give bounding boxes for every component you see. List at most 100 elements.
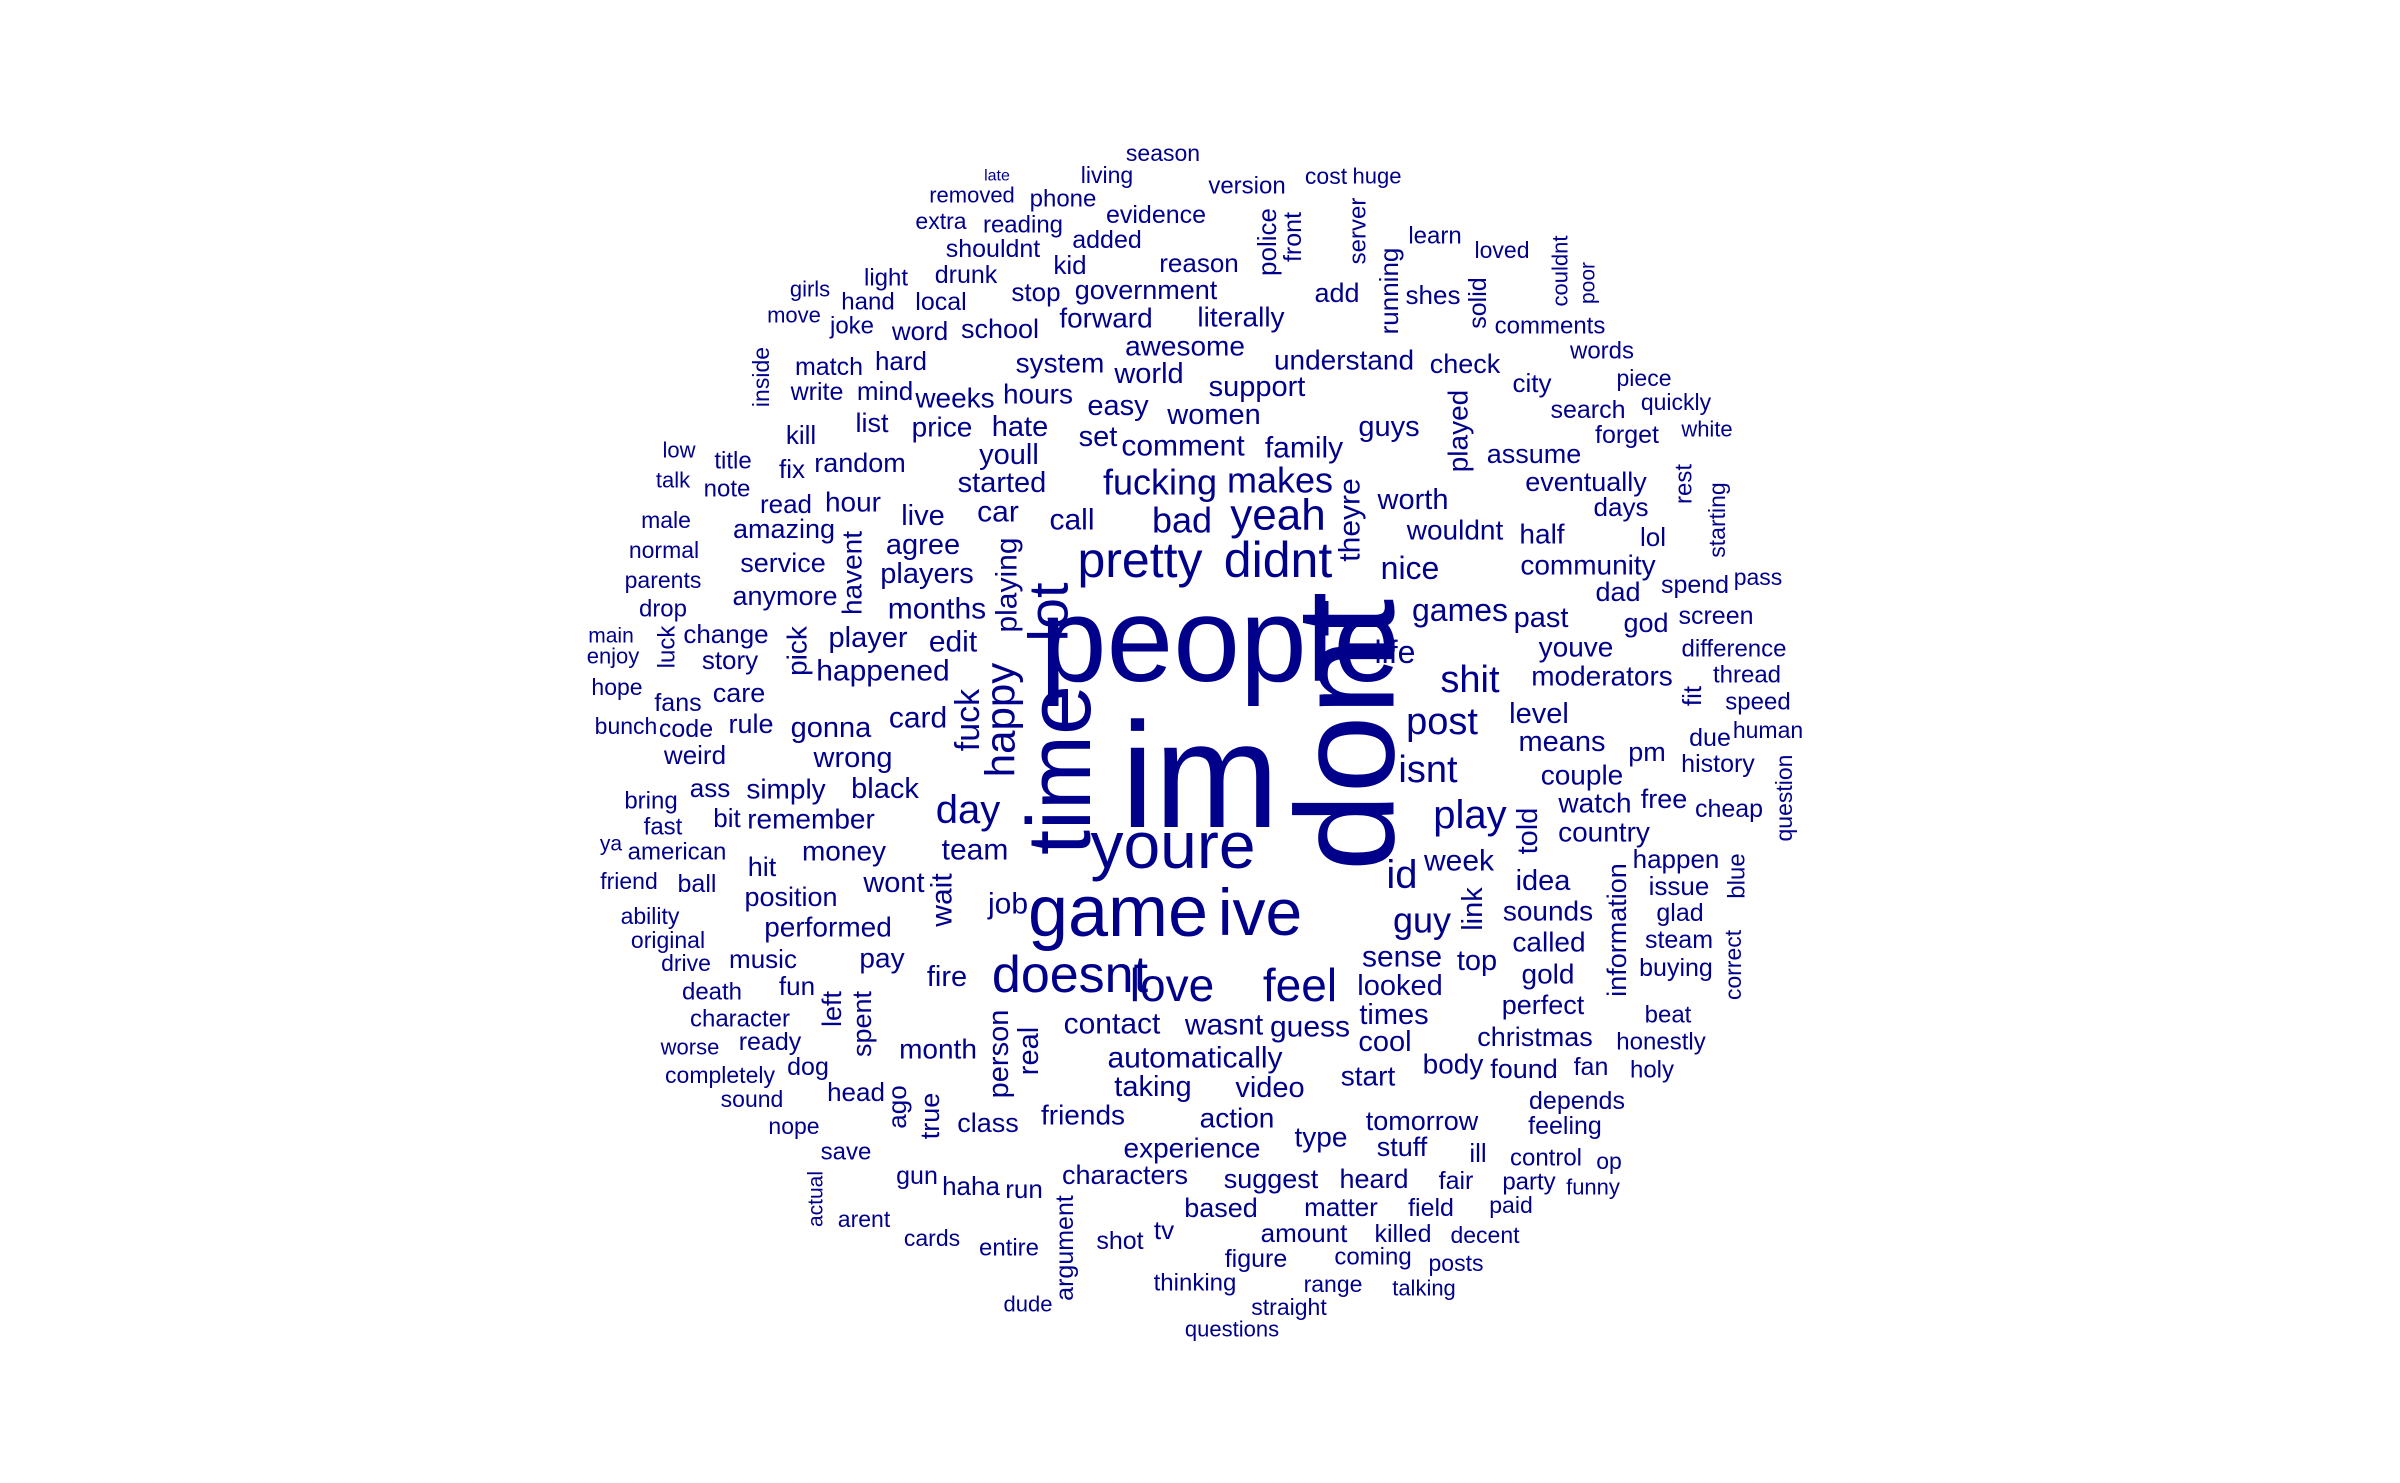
word-pay: pay xyxy=(859,943,904,974)
word-eventually: eventually xyxy=(1525,467,1647,497)
word-argument: argument xyxy=(1051,1195,1079,1301)
word-link: link xyxy=(1457,887,1489,931)
word-amazing: amazing xyxy=(733,514,835,544)
word-awesome: awesome xyxy=(1125,331,1245,362)
word-havent: havent xyxy=(837,531,868,615)
word-random: random xyxy=(814,448,906,478)
word-write: write xyxy=(790,378,844,406)
word-running: running xyxy=(1374,248,1404,335)
word-reading: reading xyxy=(983,212,1063,239)
word-games: games xyxy=(1412,592,1508,628)
word-suggest: suggest xyxy=(1224,1164,1319,1194)
word-anymore: anymore xyxy=(732,581,837,611)
word-buying: buying xyxy=(1639,954,1713,982)
word-watch: watch xyxy=(1557,788,1631,819)
word-hours: hours xyxy=(1003,379,1073,410)
word-dont: dont xyxy=(1267,599,1424,871)
word-type: type xyxy=(1295,1122,1348,1153)
word-black: black xyxy=(851,773,919,805)
word-server: server xyxy=(1345,198,1372,265)
word-doesnt: doesnt xyxy=(992,946,1149,1004)
word-set: set xyxy=(1079,421,1118,453)
word-dad: dad xyxy=(1595,577,1640,607)
word-couldnt: couldnt xyxy=(1548,236,1573,307)
word-god: god xyxy=(1623,608,1668,638)
word-youve: youve xyxy=(1539,632,1614,663)
word-women: women xyxy=(1166,399,1261,431)
word-thinking: thinking xyxy=(1154,1270,1237,1297)
word-players: players xyxy=(880,558,974,590)
word-couple: couple xyxy=(1541,760,1624,791)
word-police: police xyxy=(1252,208,1282,276)
word-idea: idea xyxy=(1516,865,1572,897)
word-kill: kill xyxy=(786,420,816,450)
word-ball: ball xyxy=(678,870,717,898)
word-question: question xyxy=(1771,755,1797,842)
word-class: class xyxy=(957,1108,1019,1138)
word-stuff: stuff xyxy=(1377,1132,1428,1162)
word-means: means xyxy=(1518,726,1605,758)
word-dog: dog xyxy=(787,1053,829,1081)
word-job: job xyxy=(987,888,1028,921)
word-cost: cost xyxy=(1305,163,1348,189)
word-started: started xyxy=(958,467,1047,499)
word-world: world xyxy=(1113,358,1183,390)
word-season: season xyxy=(1126,140,1200,166)
word-youll: youll xyxy=(979,439,1039,471)
word-isnt: isnt xyxy=(1398,749,1458,791)
word-hate: hate xyxy=(992,411,1048,443)
word-tv: tv xyxy=(1154,1215,1174,1245)
word-inside: inside xyxy=(748,347,774,407)
word-past: past xyxy=(1514,602,1569,634)
word-code: code xyxy=(659,715,713,743)
word-actual: actual xyxy=(805,1171,828,1227)
word-easy: easy xyxy=(1087,390,1149,422)
word-call: call xyxy=(1049,504,1094,537)
word-makes: makes xyxy=(1227,460,1333,501)
word-team: team xyxy=(942,834,1009,867)
word-american: american xyxy=(628,839,727,866)
word-bunch: bunch xyxy=(595,713,658,739)
word-pm: pm xyxy=(1628,737,1666,767)
word-people: people xyxy=(1040,573,1400,707)
word-search: search xyxy=(1550,396,1625,424)
word-im: im xyxy=(1121,691,1279,859)
word-spent: spent xyxy=(847,990,877,1057)
word-price: price xyxy=(912,412,973,443)
word-loved: loved xyxy=(1475,237,1530,263)
word-local: local xyxy=(915,288,966,316)
word-hour: hour xyxy=(825,487,881,518)
word-removed: removed xyxy=(929,183,1015,208)
word-blue: blue xyxy=(1724,853,1751,898)
word-word: word xyxy=(891,316,948,346)
word-front: front xyxy=(1279,212,1307,262)
word-assume: assume xyxy=(1487,439,1582,469)
word-didnt: didnt xyxy=(1224,532,1333,588)
word-white: white xyxy=(1680,417,1732,442)
word-hit: hit xyxy=(748,852,777,882)
word-hope: hope xyxy=(591,674,642,700)
word-wait: wait xyxy=(926,873,959,928)
word-ready: ready xyxy=(739,1028,802,1056)
word-hand: hand xyxy=(841,289,894,316)
word-beat: beat xyxy=(1645,1002,1692,1029)
word-normal: normal xyxy=(629,537,699,563)
word-death: death xyxy=(682,979,742,1006)
word-worth: worth xyxy=(1377,484,1449,516)
word-parents: parents xyxy=(625,567,702,593)
word-left: left xyxy=(817,990,847,1027)
word-enjoy: enjoy xyxy=(587,644,640,669)
word-free: free xyxy=(1641,784,1688,814)
word-steam: steam xyxy=(1645,926,1713,954)
word-thread: thread xyxy=(1713,662,1781,689)
word-fuck: fuck xyxy=(949,688,987,751)
word-range: range xyxy=(1304,1271,1363,1297)
word-huge: huge xyxy=(1353,164,1402,189)
word-happened: happened xyxy=(816,655,949,688)
word-person: person xyxy=(983,1010,1015,1099)
word-id: id xyxy=(1386,853,1417,897)
word-ill: ill xyxy=(1469,1138,1486,1168)
word-note: note xyxy=(704,476,751,503)
word-lol: lol xyxy=(1640,522,1666,552)
